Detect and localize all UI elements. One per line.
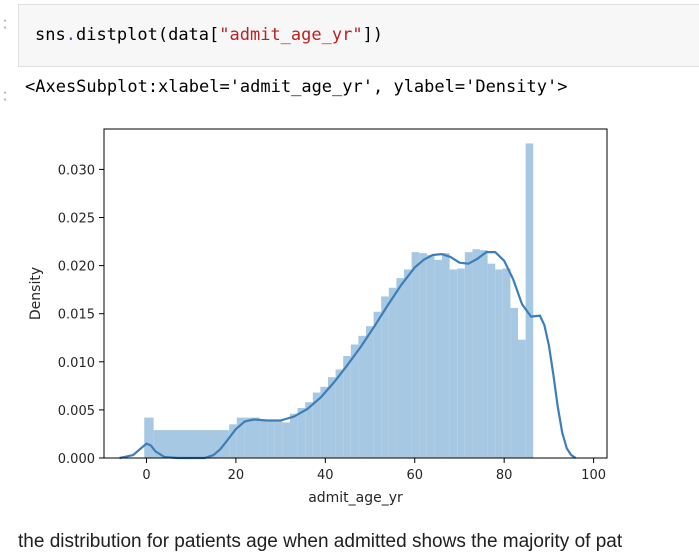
x-tick-label: 80 <box>496 468 513 483</box>
y-tick-label: 0.025 <box>58 212 95 227</box>
histogram-bar <box>381 296 389 458</box>
histogram-bar <box>320 386 329 458</box>
histogram-bar <box>495 269 503 458</box>
histogram-bar <box>282 422 290 458</box>
output-text: <AxesSubplot:xlabel='admit_age_yr', ylab… <box>25 77 568 97</box>
histogram-bar <box>396 278 405 458</box>
histogram-bar <box>358 335 367 458</box>
histogram-bar <box>518 339 526 458</box>
code-line: sns.distplot(data["admit_age_yr"]) <box>35 25 383 45</box>
histogram-bar <box>464 252 473 458</box>
histogram-bar <box>297 407 306 458</box>
histogram-bar <box>267 420 275 458</box>
x-tick-label: 100 <box>581 468 606 483</box>
histogram-bar <box>305 402 313 458</box>
output-prompt-dots[interactable]: · · <box>1 86 9 107</box>
x-tick-label: 0 <box>142 468 150 483</box>
histogram-bar <box>449 269 458 458</box>
distplot-chart: 0 20 40 60 80 100 0.0000.0050.0100.0150.0200.… <box>28 128 608 506</box>
histogram-bar <box>457 268 465 458</box>
histogram-bar <box>328 377 336 458</box>
histogram-bar <box>502 268 511 458</box>
histogram-bar <box>487 263 496 458</box>
code-token-string: "admit_age_yr" <box>219 25 363 45</box>
code-token-sns: sns <box>35 25 66 45</box>
y-tick-label: 0.015 <box>58 308 95 323</box>
histogram-bar <box>525 143 534 459</box>
histogram-bar <box>259 420 268 458</box>
histogram-bar <box>480 250 488 458</box>
y-tick-label: 0.010 <box>58 356 95 371</box>
histogram-bar <box>229 424 237 458</box>
histogram-bar <box>426 255 435 458</box>
code-token-call: distplot(data[ <box>75 25 220 45</box>
histogram-bar <box>388 287 397 458</box>
axes-frame <box>103 128 608 459</box>
histogram-bar <box>153 430 230 458</box>
histogram-bar <box>434 259 443 458</box>
histogram-bars <box>144 143 534 459</box>
histogram-bar <box>366 326 374 458</box>
y-tick-label: 0.020 <box>58 260 95 275</box>
histogram-bar <box>442 253 450 458</box>
histogram-bar <box>236 417 245 458</box>
x-axis-ticks: 0 20 40 60 80 100 <box>142 458 606 483</box>
code-cell[interactable]: sns.distplot(data["admit_age_yr"]) <box>18 4 699 67</box>
histogram-bar <box>289 413 298 458</box>
x-tick-label: 40 <box>317 468 334 483</box>
code-token-close: ]) <box>362 25 384 45</box>
histogram-bar <box>404 269 412 458</box>
histogram-bar <box>350 344 359 458</box>
x-tick-label: 20 <box>228 468 245 483</box>
histogram-bar <box>411 252 420 458</box>
histogram-bar <box>274 420 283 458</box>
y-axis-ticks: 0.000 0.005 0.010 0.015 0.020 0.025 0.030 <box>58 163 104 467</box>
histogram-bar <box>419 253 427 458</box>
histogram-bar <box>335 369 344 458</box>
histogram-bar <box>312 392 321 458</box>
markdown-text: the distribution for patients age when a… <box>18 531 623 552</box>
y-tick-label: 0.000 <box>58 452 95 467</box>
histogram-bar <box>373 311 382 458</box>
x-tick-label: 60 <box>406 468 423 483</box>
y-tick-label: 0.005 <box>58 404 95 419</box>
histogram-bar <box>472 249 481 458</box>
histogram-bar <box>251 417 260 458</box>
y-tick-label: 0.030 <box>58 163 95 178</box>
cell-prompt-dots[interactable]: · · <box>1 14 9 35</box>
histogram-bar <box>510 307 519 458</box>
histogram-bar <box>144 417 154 458</box>
histogram-bar <box>244 417 252 458</box>
y-axis-label: Density <box>28 267 44 320</box>
histogram-bar <box>343 356 351 458</box>
x-axis-label: admit_age_yr <box>308 490 403 506</box>
code-token-dot: . <box>65 25 76 45</box>
